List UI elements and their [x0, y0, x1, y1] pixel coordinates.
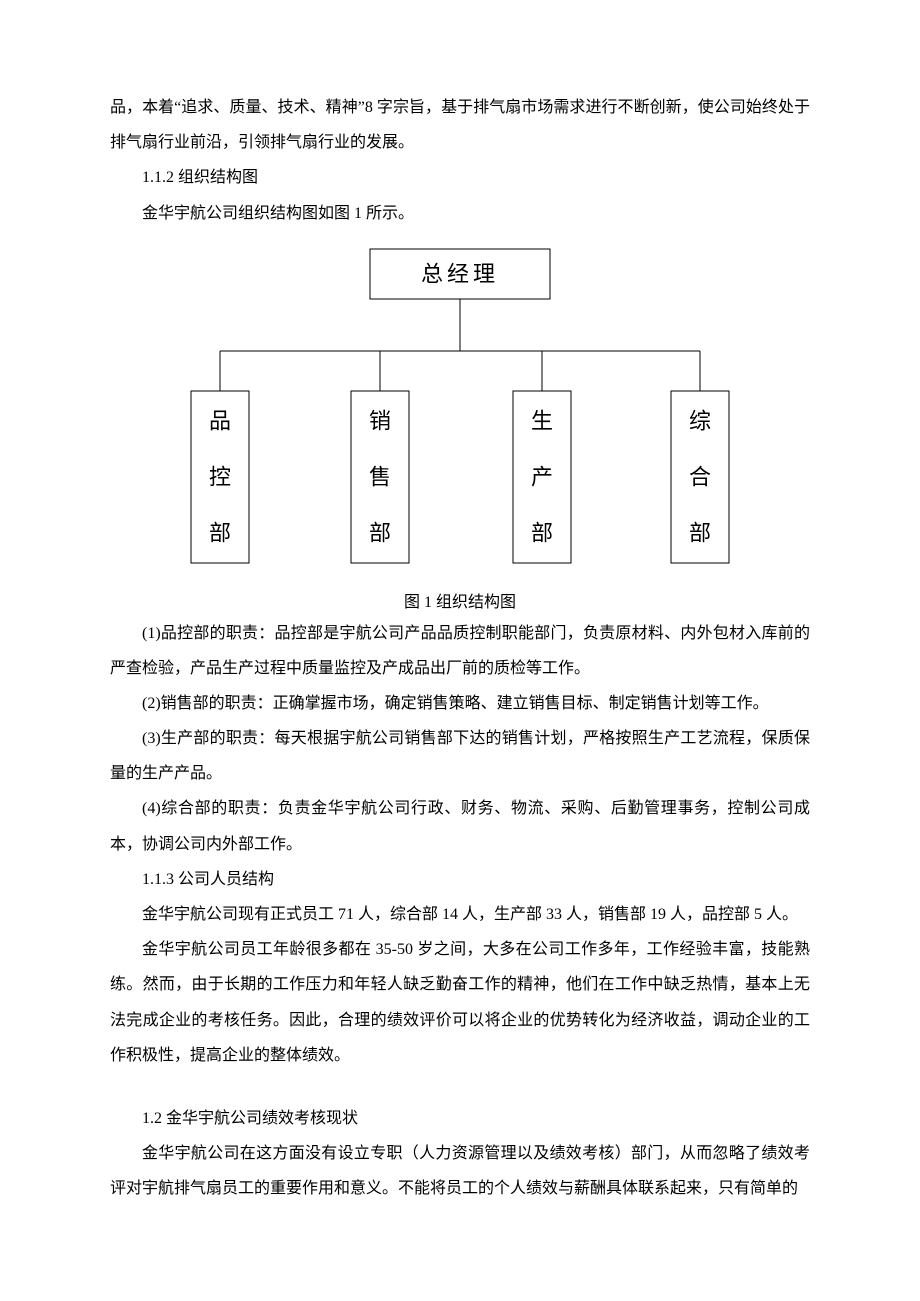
intro-paragraph-continuation: 品，本着“追求、质量、技术、精神”8 字宗旨，基于排气扇市场需求进行不断创新，使…: [110, 90, 810, 160]
duty-sales: (2)销售部的职责：正确掌握市场，确定销售策略、建立销售目标、制定销售计划等工作…: [110, 686, 810, 721]
svg-text:售: 售: [369, 464, 391, 489]
intro-org-chart-sentence: 金华宇航公司组织结构图如图 1 所示。: [110, 196, 810, 231]
heading-1-1-3: 1.1.3 公司人员结构: [110, 862, 810, 897]
svg-text:控: 控: [209, 464, 231, 489]
heading-1-1-2: 1.1.2 组织结构图: [110, 160, 810, 195]
svg-text:品: 品: [209, 408, 231, 433]
section-spacer: [110, 1073, 810, 1101]
svg-text:产: 产: [531, 464, 553, 489]
svg-text:部: 部: [689, 520, 711, 545]
svg-text:部: 部: [531, 520, 553, 545]
staff-age-analysis: 金华宇航公司员工年龄很多都在 35-50 岁之间，大多在公司工作多年，工作经验丰…: [110, 932, 810, 1073]
svg-text:销: 销: [369, 408, 391, 433]
svg-text:部: 部: [369, 520, 391, 545]
svg-text:生: 生: [531, 408, 553, 433]
svg-text:部: 部: [209, 520, 231, 545]
org-chart-caption: 图 1 组织结构图: [110, 590, 810, 616]
svg-text:合: 合: [689, 464, 711, 489]
status-paragraph: 金华宇航公司在这方面没有设立专职（人力资源管理以及绩效考核）部门，从而忽略了绩效…: [110, 1136, 810, 1206]
duty-production: (3)生产部的职责：每天根据宇航公司销售部下达的销售计划，严格按照生产工艺流程，…: [110, 721, 810, 791]
org-chart: 总经理品控部 销售部 生产部 综合部 图 1 组织结构图: [110, 241, 810, 616]
document-page: 品，本着“追求、质量、技术、精神”8 字宗旨，基于排气扇市场需求进行不断创新，使…: [0, 0, 920, 1267]
svg-text:综: 综: [689, 408, 711, 433]
duty-general: (4)综合部的职责：负责金华宇航公司行政、财务、物流、采购、后勤管理事务，控制公…: [110, 791, 810, 861]
staff-counts: 金华宇航公司现有正式员工 71 人，综合部 14 人，生产部 33 人，销售部 …: [110, 897, 810, 932]
svg-text:总经理: 总经理: [421, 261, 499, 286]
duty-qc: (1)品控部的职责：品控部是宇航公司产品品质控制职能部门，负责原材料、内外包材入…: [110, 616, 810, 686]
org-chart-svg: 总经理品控部 销售部 生产部 综合部: [110, 241, 810, 577]
heading-1-2: 1.2 金华宇航公司绩效考核现状: [110, 1101, 810, 1136]
